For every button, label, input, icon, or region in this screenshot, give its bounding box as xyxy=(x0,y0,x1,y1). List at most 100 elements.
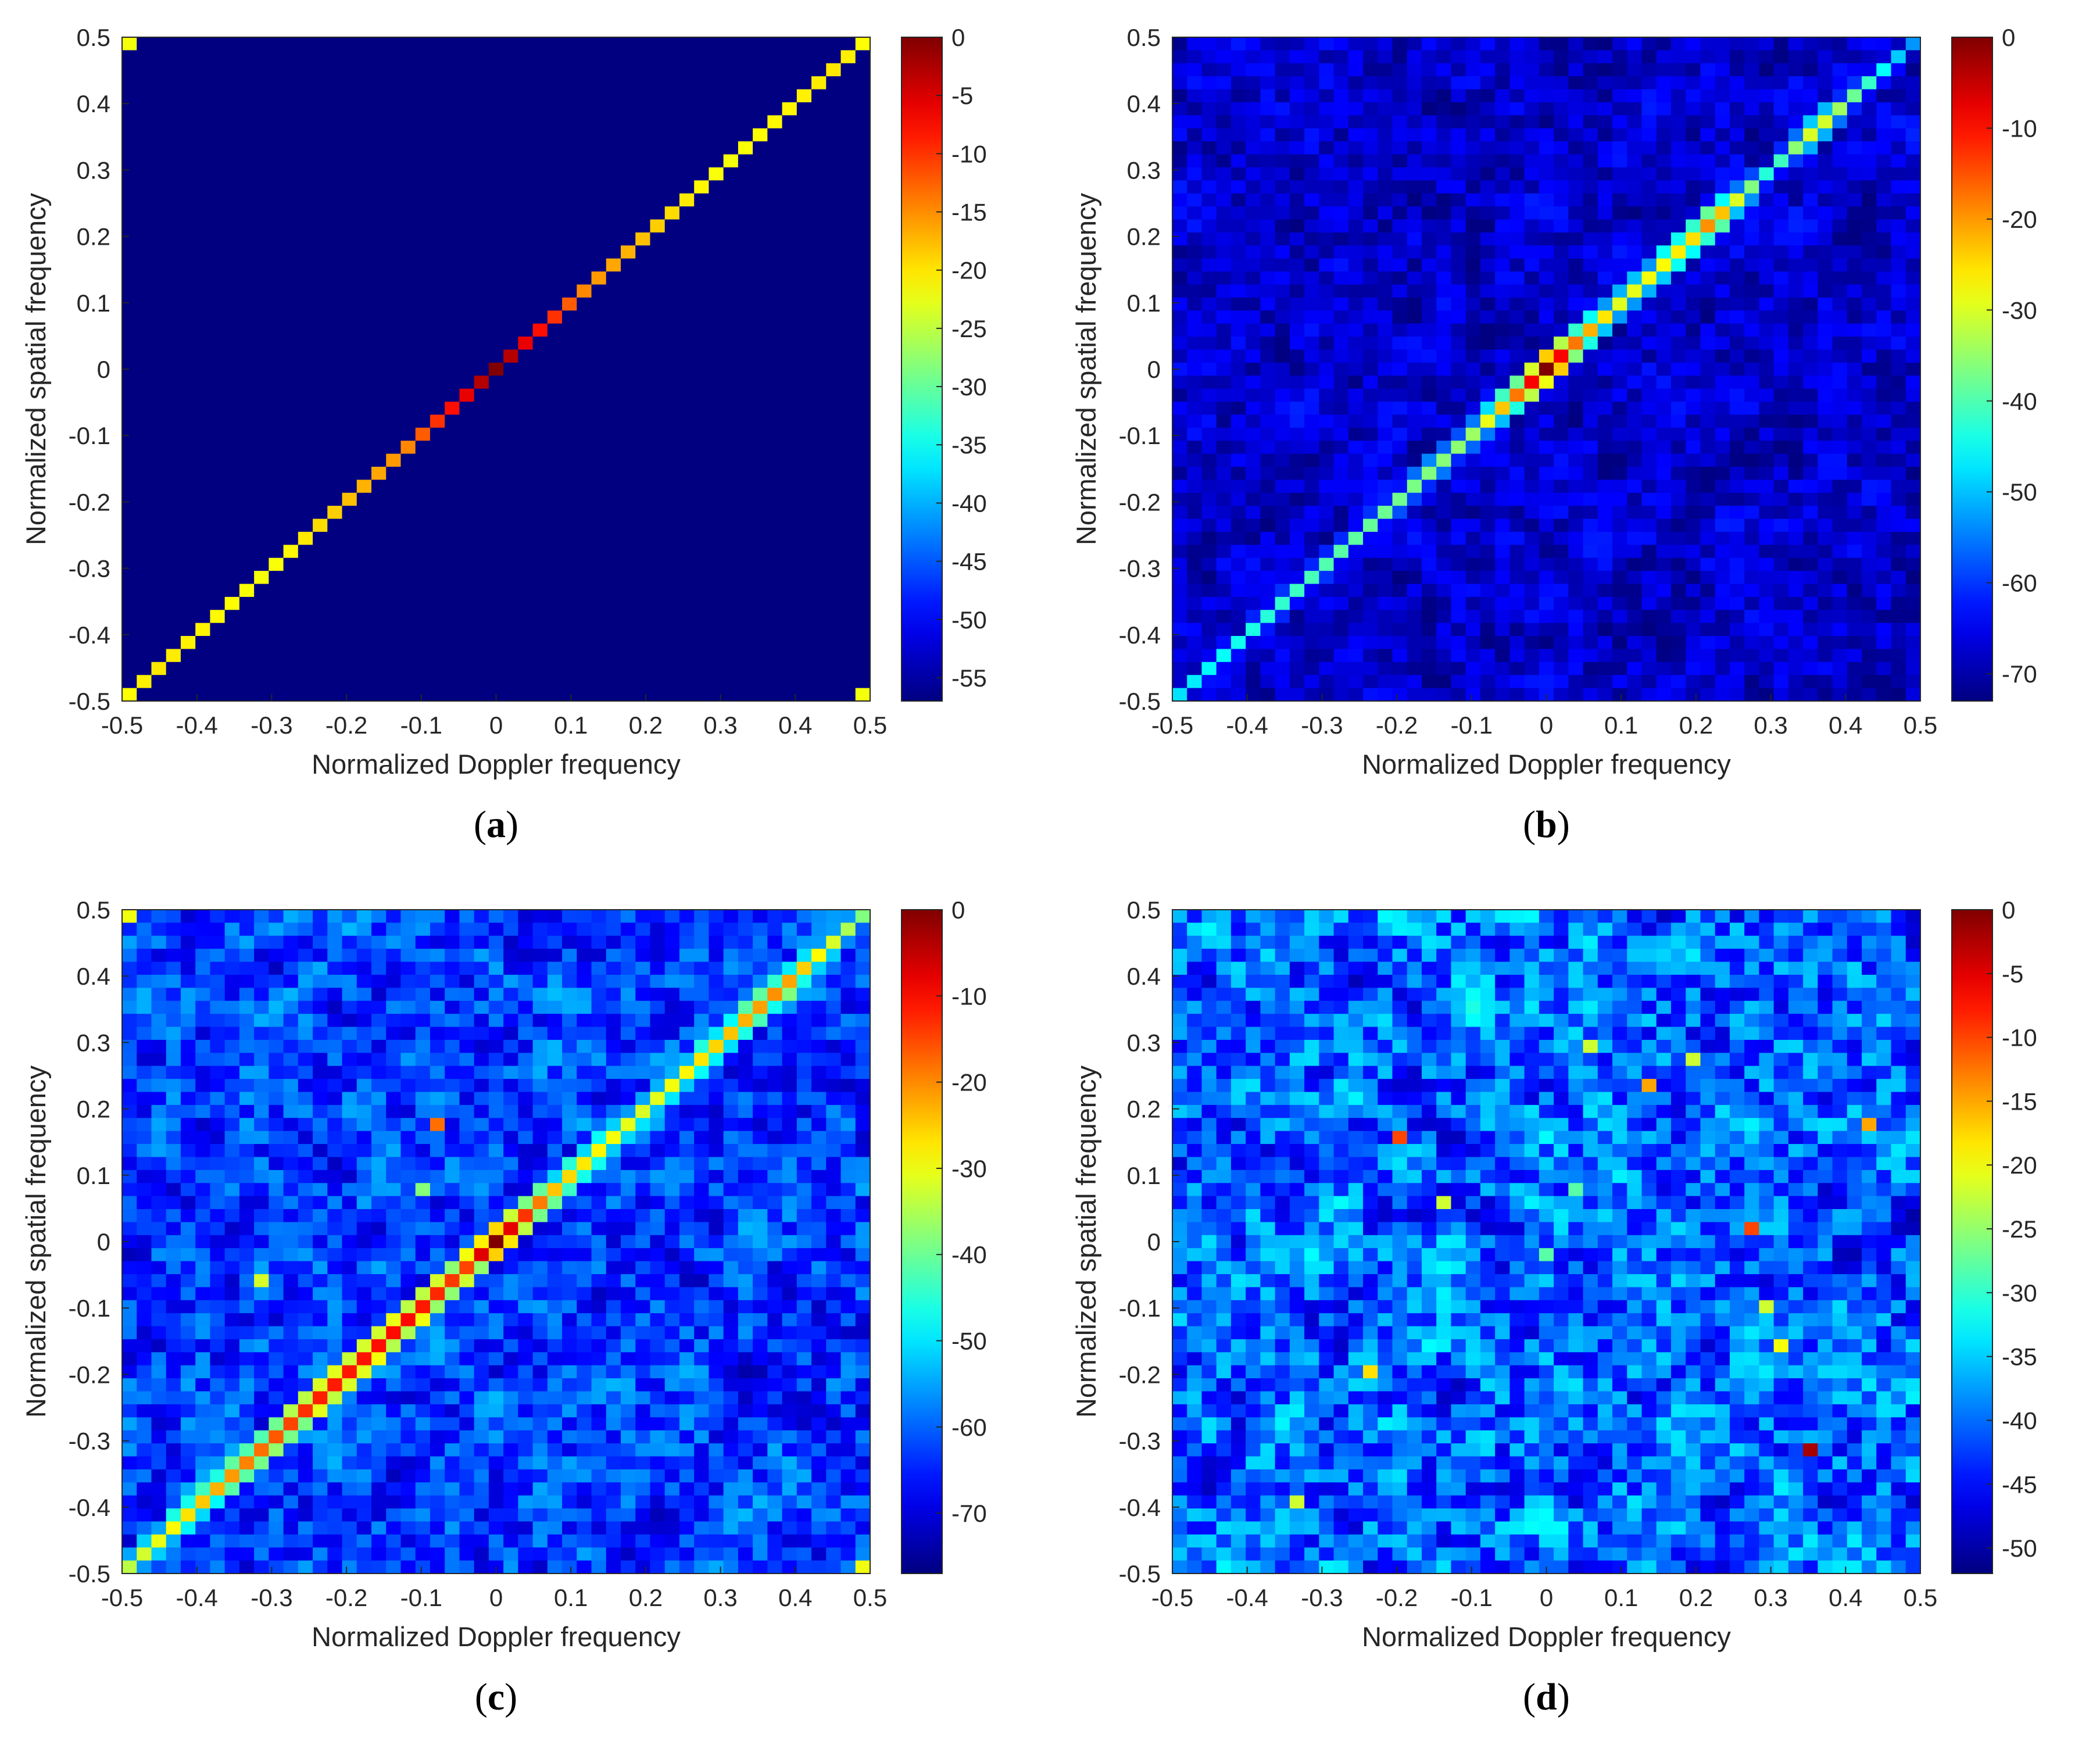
heatmap-cell xyxy=(709,167,724,181)
heatmap-cell xyxy=(1715,571,1730,585)
heatmap-cell xyxy=(664,115,680,129)
heatmap-cell xyxy=(1363,362,1379,376)
heatmap-cell xyxy=(650,63,666,77)
heatmap-cell xyxy=(1671,115,1687,129)
heatmap-cell xyxy=(694,154,710,168)
heatmap-cell xyxy=(1319,219,1335,233)
heatmap-cell xyxy=(503,557,519,571)
heatmap-cell xyxy=(811,258,827,272)
heatmap-cell xyxy=(1319,441,1335,455)
heatmap-cell xyxy=(239,323,255,337)
heatmap-cell xyxy=(1246,376,1261,389)
heatmap-cell xyxy=(1304,492,1320,506)
heatmap-cell xyxy=(180,154,196,168)
heatmap-cell xyxy=(1289,167,1305,181)
heatmap-cell xyxy=(400,596,416,611)
heatmap-cell xyxy=(796,310,812,324)
heatmap-cell xyxy=(122,271,138,285)
heatmap-cell xyxy=(1715,232,1730,246)
x-tick-label: 0 xyxy=(489,711,503,739)
heatmap-cell xyxy=(855,310,871,324)
heatmap-cell xyxy=(1509,571,1525,585)
heatmap-cell xyxy=(210,441,226,455)
heatmap-cell xyxy=(1627,506,1643,520)
heatmap-cell xyxy=(1627,596,1643,611)
heatmap-cell xyxy=(606,414,621,428)
heatmap-cell xyxy=(621,323,636,337)
heatmap-cell xyxy=(1378,492,1393,506)
heatmap-cell xyxy=(195,545,211,559)
colorbar-tick-label: -55 xyxy=(951,664,987,692)
heatmap-cell xyxy=(1407,427,1422,441)
heatmap-cell xyxy=(1187,232,1203,246)
heatmap-cell xyxy=(430,102,445,116)
heatmap-cell xyxy=(1818,102,1833,116)
heatmap-cell xyxy=(679,388,695,402)
heatmap-cell xyxy=(210,388,226,402)
heatmap-cell xyxy=(1275,623,1290,637)
heatmap-cell xyxy=(1524,245,1540,259)
heatmap-cell xyxy=(723,441,739,455)
heatmap-cell xyxy=(1304,154,1320,168)
heatmap-cell xyxy=(782,154,797,168)
heatmap-cell xyxy=(1436,323,1452,337)
heatmap-cell xyxy=(1246,206,1261,220)
heatmap-cell xyxy=(1568,167,1584,181)
heatmap-cell xyxy=(151,492,167,506)
heatmap-cell xyxy=(723,271,739,285)
heatmap-cell xyxy=(767,492,783,506)
heatmap-cell xyxy=(474,649,489,663)
heatmap-cell xyxy=(767,337,783,351)
heatmap-cell xyxy=(1348,76,1364,90)
heatmap-cell xyxy=(1862,480,1877,494)
heatmap-cell xyxy=(195,388,211,402)
heatmap-cell xyxy=(1627,206,1643,220)
heatmap-cell xyxy=(1832,506,1848,520)
heatmap-cell xyxy=(503,154,519,168)
heatmap-cell xyxy=(679,492,695,506)
heatmap-cell xyxy=(166,154,181,168)
heatmap-cell xyxy=(1524,349,1540,363)
heatmap-cell xyxy=(1451,545,1466,559)
heatmap-cell xyxy=(840,376,856,389)
heatmap-cell xyxy=(342,102,357,116)
heatmap-cell xyxy=(1744,89,1760,103)
heatmap-cell xyxy=(1187,63,1203,77)
heatmap-cell xyxy=(327,219,343,233)
heatmap-cell xyxy=(1818,531,1833,546)
heatmap-cell xyxy=(591,466,607,481)
heatmap-cell xyxy=(1509,50,1525,64)
heatmap-cell xyxy=(547,63,563,77)
heatmap-cell xyxy=(1201,401,1217,416)
heatmap-cell xyxy=(753,323,768,337)
heatmap-cell xyxy=(1348,545,1364,559)
heatmap-cell xyxy=(767,37,783,51)
heatmap-cell xyxy=(577,388,592,402)
heatmap-cell xyxy=(664,427,680,441)
heatmap-cell xyxy=(1729,141,1745,155)
heatmap-cell xyxy=(151,297,167,312)
heatmap-cell xyxy=(371,545,387,559)
heatmap-cell xyxy=(621,167,636,181)
heatmap-cell xyxy=(488,349,504,363)
heatmap-cell xyxy=(738,89,753,103)
heatmap-cell xyxy=(532,258,548,272)
heatmap-cell xyxy=(547,167,563,181)
heatmap-cell xyxy=(1832,37,1848,51)
heatmap-cell xyxy=(1480,453,1496,467)
heatmap-cell xyxy=(1348,376,1364,389)
heatmap-cell xyxy=(1700,37,1716,51)
heatmap-cell xyxy=(1568,388,1584,402)
heatmap-cell xyxy=(1641,219,1657,233)
heatmap-cell xyxy=(400,675,416,689)
heatmap-cell xyxy=(782,545,797,559)
heatmap-cell xyxy=(591,297,607,312)
heatmap-cell xyxy=(650,661,666,676)
heatmap-cell xyxy=(1905,37,1921,51)
heatmap-cell xyxy=(400,610,416,624)
heatmap-cell xyxy=(753,180,768,194)
heatmap-cell xyxy=(635,323,651,337)
heatmap-cell xyxy=(283,50,299,64)
heatmap-cell xyxy=(1172,519,1188,532)
heatmap-cell xyxy=(1260,584,1276,598)
